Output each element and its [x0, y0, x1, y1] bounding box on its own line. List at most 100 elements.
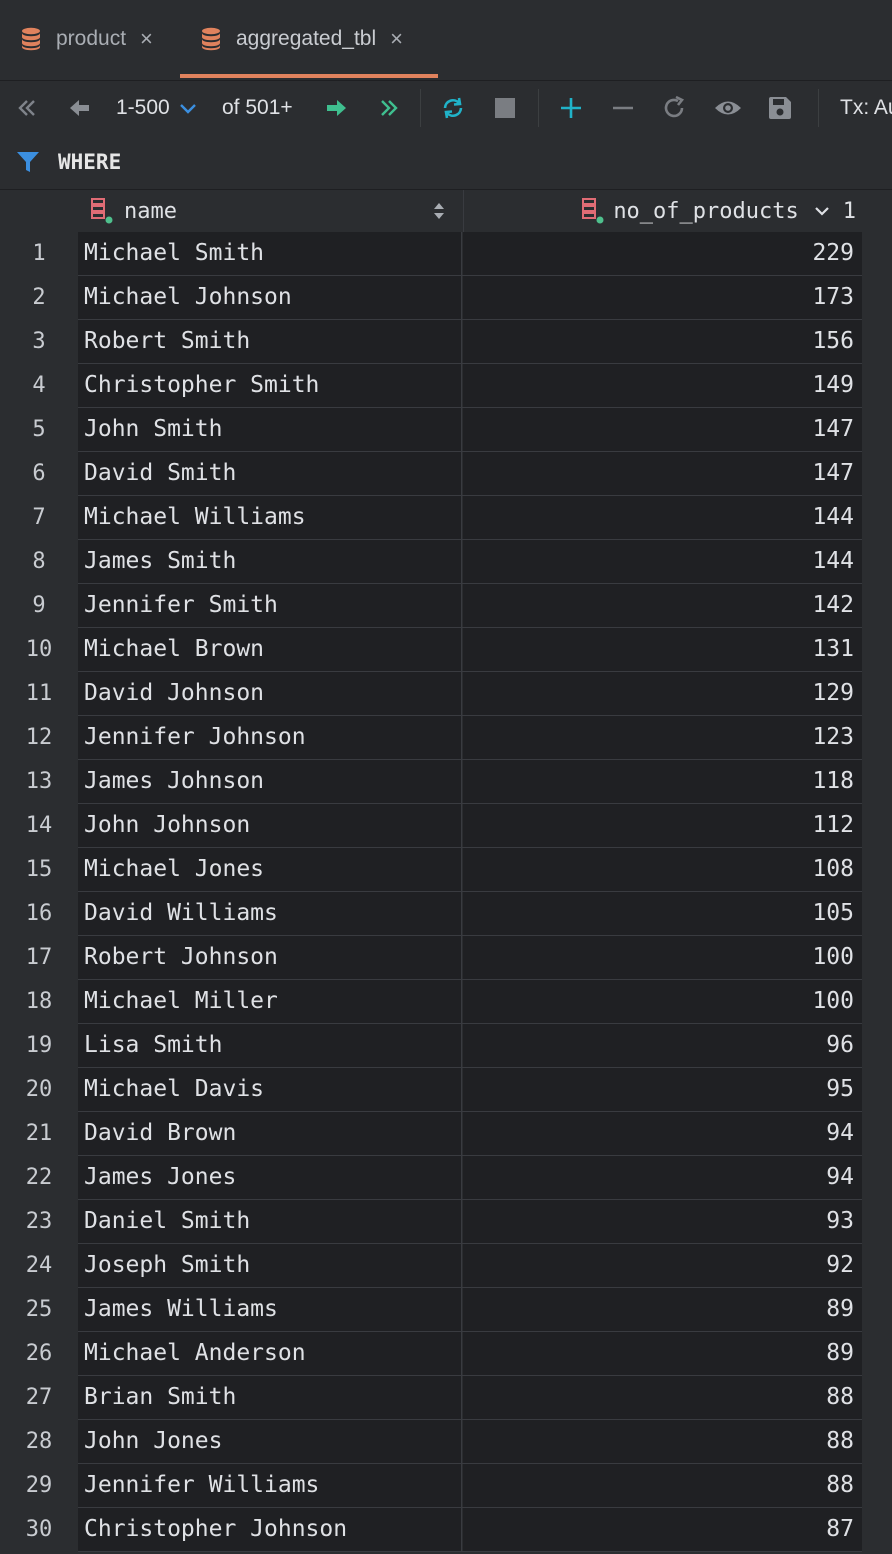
- row-number[interactable]: 17: [0, 936, 78, 979]
- table-row[interactable]: 26 Michael Anderson 89: [0, 1332, 862, 1376]
- table-row[interactable]: 18 Michael Miller 100: [0, 980, 862, 1024]
- row-number[interactable]: 8: [0, 540, 78, 583]
- row-number[interactable]: 25: [0, 1288, 78, 1331]
- cell-no-of-products[interactable]: 96: [463, 1024, 862, 1067]
- row-number[interactable]: 18: [0, 980, 78, 1023]
- cell-no-of-products[interactable]: 87: [463, 1508, 862, 1551]
- row-number[interactable]: 2: [0, 276, 78, 319]
- cell-name[interactable]: Jennifer Williams: [78, 1464, 462, 1507]
- revert-button[interactable]: [658, 81, 692, 135]
- next-page-button[interactable]: [320, 81, 354, 135]
- row-number[interactable]: 15: [0, 848, 78, 891]
- cell-no-of-products[interactable]: 88: [463, 1420, 862, 1463]
- table-row[interactable]: 14 John Johnson 112: [0, 804, 862, 848]
- table-row[interactable]: 2 Michael Johnson 173: [0, 276, 862, 320]
- table-row[interactable]: 9 Jennifer Smith 142: [0, 584, 862, 628]
- row-number[interactable]: 10: [0, 628, 78, 671]
- table-row[interactable]: 6 David Smith 147: [0, 452, 862, 496]
- table-row[interactable]: 25 James Williams 89: [0, 1288, 862, 1332]
- cell-no-of-products[interactable]: 123: [463, 716, 862, 759]
- table-row[interactable]: 20 Michael Davis 95: [0, 1068, 862, 1112]
- stop-button[interactable]: [488, 81, 522, 135]
- save-button[interactable]: [762, 81, 798, 135]
- table-row[interactable]: 12 Jennifer Johnson 123: [0, 716, 862, 760]
- table-row[interactable]: 4 Christopher Smith 149: [0, 364, 862, 408]
- where-filter-bar[interactable]: WHERE: [0, 135, 892, 190]
- sort-desc-icon[interactable]: [813, 202, 831, 220]
- cell-name[interactable]: James Smith: [78, 540, 462, 583]
- row-number[interactable]: 16: [0, 892, 78, 935]
- row-number[interactable]: 12: [0, 716, 78, 759]
- table-row[interactable]: 5 John Smith 147: [0, 408, 862, 452]
- cell-name[interactable]: Daniel Smith: [78, 1200, 462, 1243]
- cell-name[interactable]: John Johnson: [78, 804, 462, 847]
- tab-product[interactable]: product ×: [20, 0, 153, 78]
- cell-no-of-products[interactable]: 156: [463, 320, 862, 363]
- row-number[interactable]: 3: [0, 320, 78, 363]
- row-number[interactable]: 1: [0, 232, 78, 275]
- row-number[interactable]: 13: [0, 760, 78, 803]
- row-number[interactable]: 28: [0, 1420, 78, 1463]
- row-number[interactable]: 9: [0, 584, 78, 627]
- cell-no-of-products[interactable]: 108: [463, 848, 862, 891]
- table-row[interactable]: 8 James Smith 144: [0, 540, 862, 584]
- cell-no-of-products[interactable]: 89: [463, 1332, 862, 1375]
- cell-name[interactable]: Jennifer Smith: [78, 584, 462, 627]
- cell-name[interactable]: Robert Johnson: [78, 936, 462, 979]
- column-header-name[interactable]: name: [90, 190, 462, 232]
- table-row[interactable]: 1 Michael Smith 229: [0, 232, 862, 276]
- preview-button[interactable]: [710, 81, 746, 135]
- cell-no-of-products[interactable]: 129: [463, 672, 862, 715]
- cell-name[interactable]: Michael Smith: [78, 232, 462, 275]
- row-number[interactable]: 14: [0, 804, 78, 847]
- last-page-button[interactable]: [372, 81, 406, 135]
- cell-no-of-products[interactable]: 144: [463, 496, 862, 539]
- row-number[interactable]: 4: [0, 364, 78, 407]
- close-icon[interactable]: ×: [390, 26, 403, 51]
- first-page-button[interactable]: [10, 81, 44, 135]
- table-row[interactable]: 19 Lisa Smith 96: [0, 1024, 862, 1068]
- cell-name[interactable]: Michael Davis: [78, 1068, 462, 1111]
- cell-name[interactable]: John Smith: [78, 408, 462, 451]
- table-row[interactable]: 15 Michael Jones 108: [0, 848, 862, 892]
- cell-no-of-products[interactable]: 229: [463, 232, 862, 275]
- cell-name[interactable]: Michael Miller: [78, 980, 462, 1023]
- cell-no-of-products[interactable]: 147: [463, 408, 862, 451]
- row-number[interactable]: 27: [0, 1376, 78, 1419]
- table-row[interactable]: 30 Christopher Johnson 87: [0, 1508, 862, 1552]
- cell-name[interactable]: Christopher Johnson: [78, 1508, 462, 1551]
- cell-no-of-products[interactable]: 118: [463, 760, 862, 803]
- cell-no-of-products[interactable]: 144: [463, 540, 862, 583]
- cell-no-of-products[interactable]: 142: [463, 584, 862, 627]
- cell-no-of-products[interactable]: 112: [463, 804, 862, 847]
- cell-name[interactable]: John Jones: [78, 1420, 462, 1463]
- row-number[interactable]: 11: [0, 672, 78, 715]
- cell-name[interactable]: James Williams: [78, 1288, 462, 1331]
- cell-no-of-products[interactable]: 95: [463, 1068, 862, 1111]
- cell-no-of-products[interactable]: 173: [463, 276, 862, 319]
- cell-name[interactable]: Christopher Smith: [78, 364, 462, 407]
- table-row[interactable]: 23 Daniel Smith 93: [0, 1200, 862, 1244]
- cell-no-of-products[interactable]: 105: [463, 892, 862, 935]
- row-number[interactable]: 19: [0, 1024, 78, 1067]
- cell-name[interactable]: James Johnson: [78, 760, 462, 803]
- row-number[interactable]: 30: [0, 1508, 78, 1551]
- row-number[interactable]: 24: [0, 1244, 78, 1287]
- cell-no-of-products[interactable]: 147: [463, 452, 862, 495]
- row-number[interactable]: 29: [0, 1464, 78, 1507]
- table-row[interactable]: 3 Robert Smith 156: [0, 320, 862, 364]
- table-row[interactable]: 29 Jennifer Williams 88: [0, 1464, 862, 1508]
- cell-no-of-products[interactable]: 88: [463, 1376, 862, 1419]
- table-row[interactable]: 13 James Johnson 118: [0, 760, 862, 804]
- cell-no-of-products[interactable]: 100: [463, 936, 862, 979]
- cell-name[interactable]: Brian Smith: [78, 1376, 462, 1419]
- table-row[interactable]: 21 David Brown 94: [0, 1112, 862, 1156]
- cell-name[interactable]: Jennifer Johnson: [78, 716, 462, 759]
- column-header-no-of-products[interactable]: no_of_products 1: [463, 190, 862, 232]
- cell-name[interactable]: David Smith: [78, 452, 462, 495]
- cell-name[interactable]: David Johnson: [78, 672, 462, 715]
- table-row[interactable]: 22 James Jones 94: [0, 1156, 862, 1200]
- cell-name[interactable]: Joseph Smith: [78, 1244, 462, 1287]
- cell-name[interactable]: Lisa Smith: [78, 1024, 462, 1067]
- cell-no-of-products[interactable]: 100: [463, 980, 862, 1023]
